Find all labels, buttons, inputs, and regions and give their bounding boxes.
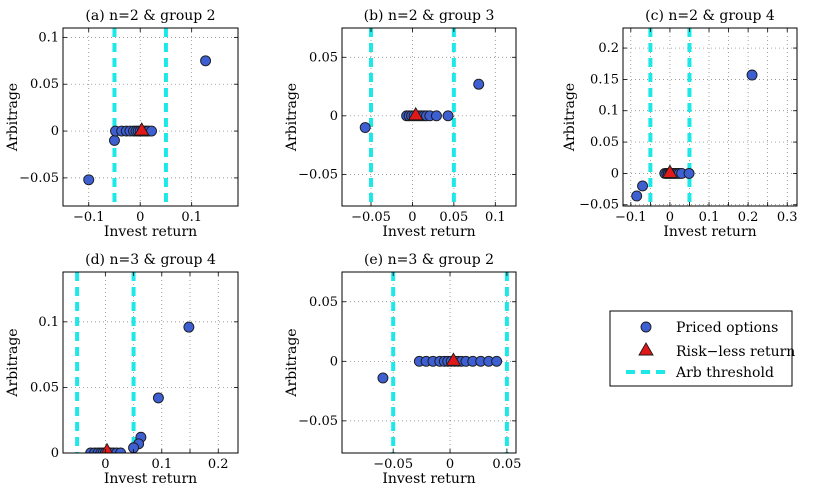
priced-option-point <box>491 355 503 367</box>
x-tick-label: 0.2 <box>738 210 759 225</box>
panel-title: (a) n=2 & group 2 <box>85 8 215 24</box>
y-tick-label: −0.05 <box>298 167 338 182</box>
x-tick-label: 0 <box>446 457 454 472</box>
plot-content <box>63 28 238 206</box>
plot-frame <box>62 271 239 454</box>
y-axis-label: Arbitrage <box>562 83 578 152</box>
x-tick-label: 0.2 <box>208 457 229 472</box>
y-tick-label: 0.05 <box>309 295 338 310</box>
y-tick-label: 0.05 <box>590 135 619 150</box>
y-tick-label: 0 <box>611 166 619 181</box>
riskless-return-marker <box>101 442 113 453</box>
priced-option-point <box>200 55 212 67</box>
x-tick-label: 0 <box>136 210 144 225</box>
y-tick-label: 0.1 <box>598 104 619 119</box>
y-axis-label: Arbitrage <box>5 328 21 397</box>
panel-e: −0.05 0 0.05 −0.05 0 0.05 (e) n=3 & group 2 Inv… <box>284 252 521 487</box>
x-axis-label: Invest return <box>104 471 197 487</box>
panel-d: 0 0.1 0.2 0 0.05 0.1 (d) n=3 & group 4 Invest r… <box>5 252 239 487</box>
x-tick-label: −0.1 <box>615 210 647 225</box>
x-tick-label: 0.05 <box>492 457 521 472</box>
legend-box <box>609 310 793 387</box>
x-tick-label: −0.05 <box>373 457 413 472</box>
x-tick-label: 0.1 <box>151 457 172 472</box>
priced-option-point <box>359 122 371 133</box>
priced-option-point <box>631 190 643 202</box>
y-tick-label: 0.2 <box>598 41 619 56</box>
plot-content <box>623 28 797 206</box>
priced-option-point <box>377 372 389 384</box>
x-axis-label: Invest return <box>382 471 475 487</box>
priced-option-point <box>442 110 454 122</box>
x-axis-label: Invest return <box>663 224 756 240</box>
y-tick-label: 0.1 <box>38 315 59 330</box>
y-tick-label: −0.05 <box>579 198 619 213</box>
priced-option-point <box>152 392 164 404</box>
plot-frame <box>341 271 517 454</box>
plot-content <box>342 28 516 206</box>
plot-content <box>63 272 238 453</box>
priced-option-point <box>183 321 195 333</box>
riskless-return-marker <box>407 106 424 121</box>
panel-c: −0.1 0 0.1 0.2 0.3 −0.05 0 0.05 0.1 0.15 0.2 (c) n=… <box>562 8 798 240</box>
panels: −0.1 0 0.1 −0.05 0 0.05 0.1 (a) n=2 & group 2 In… <box>5 8 798 487</box>
riskless-return-marker <box>133 122 150 136</box>
priced-option-point <box>83 174 95 186</box>
legend-priced-options-label: Priced options <box>676 320 778 336</box>
x-tick-label: 0.1 <box>699 210 720 225</box>
legend-riskless-return-marker <box>638 342 654 356</box>
plot-area <box>63 272 238 453</box>
riskless-return-marker <box>662 164 678 178</box>
x-axis-label: Invest return <box>104 224 197 240</box>
legend-arb-threshold-label: Arb threshold <box>675 365 774 381</box>
plot-content <box>342 272 516 453</box>
y-tick-label: 0.1 <box>38 30 59 45</box>
y-tick-label: 0 <box>51 124 59 139</box>
y-tick-label: 0.05 <box>30 380 59 395</box>
plot-frame <box>62 27 239 207</box>
y-tick-label: 0.15 <box>590 72 619 87</box>
priced-option-point <box>431 110 442 122</box>
legend-riskless-return-label: Risk−less return <box>676 344 795 360</box>
panel-title: (e) n=3 & group 2 <box>364 252 494 268</box>
x-tick-label: −0.1 <box>73 210 105 225</box>
priced-option-point <box>637 180 649 192</box>
y-tick-label: −0.05 <box>298 414 338 429</box>
panel-title: (b) n=2 & group 3 <box>364 8 495 24</box>
y-tick-label: −0.05 <box>19 171 59 186</box>
panel-b: −0.05 0 0.05 0.1 −0.05 0 0.05 (b) n=2 & group 3… <box>284 8 517 240</box>
legend-priced-options-marker <box>640 321 652 333</box>
x-tick-label: 0 <box>101 457 109 472</box>
x-tick-label: 0.1 <box>181 210 202 225</box>
y-axis-label: Arbitrage <box>284 328 300 397</box>
x-tick-label: 0.3 <box>777 210 798 225</box>
x-tick-label: −0.05 <box>351 210 391 225</box>
priced-option-point <box>115 447 127 453</box>
x-tick-label: 0 <box>666 210 674 225</box>
x-axis-label: Invest return <box>382 224 475 240</box>
y-tick-label: 0.05 <box>309 50 338 65</box>
plot-frame <box>622 27 798 207</box>
priced-option-point <box>746 69 758 81</box>
y-tick-label: 0 <box>330 354 338 369</box>
riskless-return-marker <box>445 352 462 366</box>
x-tick-label: 0.05 <box>439 210 468 225</box>
panel-title: (d) n=3 & group 4 <box>85 252 216 268</box>
x-tick-label: 0 <box>408 210 416 225</box>
y-axis-label: Arbitrage <box>284 83 300 152</box>
y-tick-label: 0.05 <box>30 77 59 92</box>
panel-title: (c) n=2 & group 4 <box>645 8 775 24</box>
legend: Priced options Risk−less return Arb thre… <box>609 310 795 387</box>
x-tick-label: 0.1 <box>485 210 506 225</box>
priced-option-point <box>683 167 695 179</box>
plot-frame <box>341 27 517 207</box>
y-tick-label: 0 <box>330 109 338 124</box>
panel-a: −0.1 0 0.1 −0.05 0 0.05 0.1 (a) n=2 & group 2 In… <box>5 8 239 240</box>
priced-option-point <box>109 134 120 146</box>
y-tick-label: 0 <box>51 446 59 461</box>
priced-option-point <box>473 78 485 90</box>
y-axis-label: Arbitrage <box>5 83 21 152</box>
